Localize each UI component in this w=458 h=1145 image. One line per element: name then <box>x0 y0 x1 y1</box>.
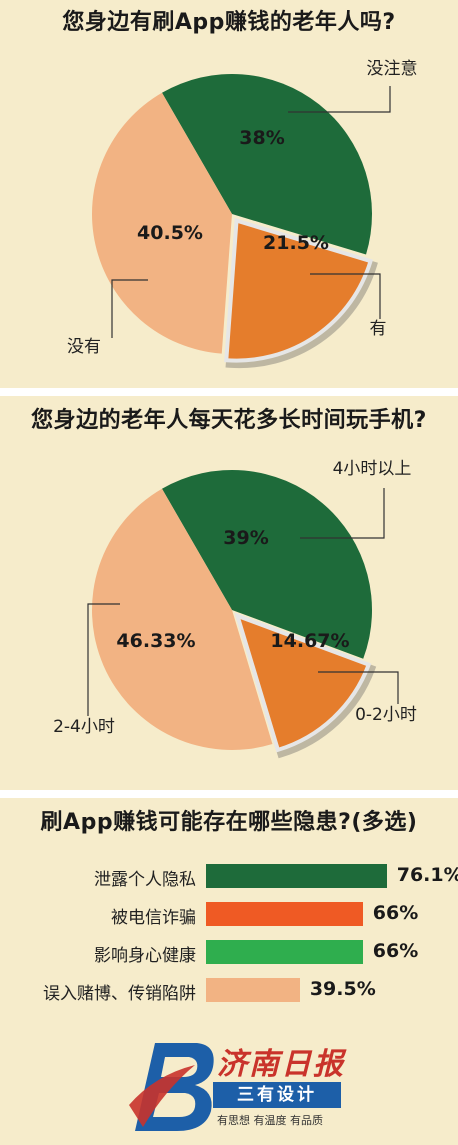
section-divider-2 <box>0 790 458 798</box>
pie1-leader-2 <box>111 279 148 338</box>
pie1-title: 您身边有刷App赚钱的老年人吗? <box>62 10 396 35</box>
pie-chart-phone-time: 39% 4小时以上 14.67% 0-2小时 46.33% 2-4小时 <box>53 459 417 759</box>
bar-value-label: 76.1% <box>396 864 458 886</box>
bar-row: 被电信诈骗 66% <box>0 900 458 928</box>
pie2-category-label-2: 2-4小时 <box>53 717 115 737</box>
bar-row: 影响身心健康 66% <box>0 938 458 966</box>
bar-mark <box>206 902 363 926</box>
pie2-leader-2 <box>87 603 120 716</box>
bar-row: 误入赌博、传销陷阱 39.5% <box>0 976 458 1004</box>
pie2-leader-1 <box>318 671 399 704</box>
logo-b-mark-icon <box>129 1043 214 1131</box>
logo-name: 济南日报 <box>217 1047 345 1082</box>
logo-banner: 三有设计 <box>213 1082 341 1108</box>
pie2-slice-2 <box>91 488 273 750</box>
bar-value-label: 66% <box>372 940 419 962</box>
pie1-category-label-1: 有 <box>370 319 387 339</box>
pie2-category-label-0: 4小时以上 <box>333 459 412 479</box>
bar-mark <box>206 864 387 888</box>
logo-slogan: 有思想 有温度 有品质 <box>217 1114 323 1127</box>
pie2-pct-label-2: 46.33% <box>116 630 195 652</box>
bar-row: 泄露个人隐私 76.1% <box>0 862 458 890</box>
pie1-pct-label-0: 38% <box>239 127 284 149</box>
pie1-category-label-2: 没有 <box>67 337 101 357</box>
bar-mark <box>206 940 363 964</box>
bar-category-label: 被电信诈骗 <box>111 908 196 928</box>
pie2-pct-label-0: 39% <box>223 527 268 549</box>
bar-title: 刷App赚钱可能存在哪些隐患?(多选) <box>40 810 418 835</box>
pie1-category-label-0: 没注意 <box>367 59 418 79</box>
pie-chart-app-earners: 38% 没注意 21.5% 有 40.5% 没有 <box>67 59 418 369</box>
newspaper-logo: 济南日报 三有设计 有思想 有温度 有品质 <box>125 1035 355 1135</box>
pie2-leader-0 <box>300 488 385 539</box>
bar-mark <box>206 978 300 1002</box>
pie2-slice-1 <box>234 612 372 753</box>
bar-category-label: 误入赌博、传销陷阱 <box>43 984 196 1004</box>
pie1-leader-1 <box>310 273 381 319</box>
bar-category-label: 影响身心健康 <box>94 946 196 966</box>
pie1-slice-0 <box>162 74 372 255</box>
bar-value-label: 39.5% <box>309 978 376 1000</box>
bar-value-label: 66% <box>372 902 419 924</box>
pie2-title: 您身边的老年人每天花多长时间玩手机? <box>31 408 427 433</box>
pie2-slice-0 <box>162 470 373 659</box>
pie2-category-label-1: 0-2小时 <box>355 705 417 725</box>
pie1-pct-label-2: 40.5% <box>137 222 203 244</box>
bar-category-label: 泄露个人隐私 <box>94 870 196 890</box>
pie1-leader-0 <box>288 86 391 113</box>
pie1-slice-1 <box>224 217 374 363</box>
section-divider-1 <box>0 388 458 396</box>
pie1-pct-label-1: 21.5% <box>263 232 329 254</box>
pie1-slice-2 <box>91 92 233 354</box>
pie2-pct-label-1: 14.67% <box>270 630 349 652</box>
